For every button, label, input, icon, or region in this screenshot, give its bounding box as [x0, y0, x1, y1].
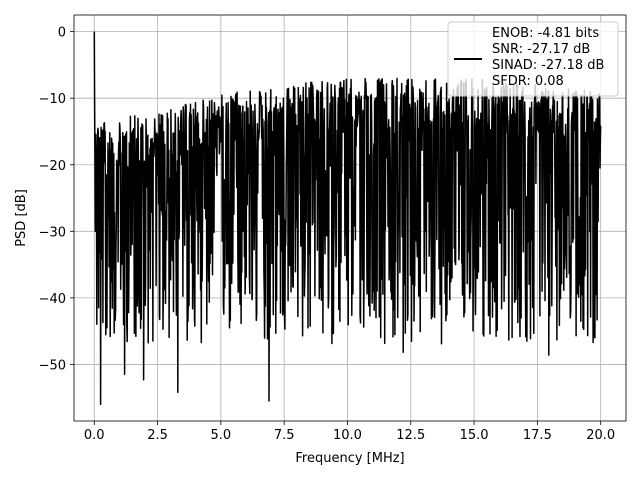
legend-label-line: ENOB: -4.81 bits — [492, 26, 599, 41]
legend-box — [447, 21, 619, 97]
x-tick-label: 2.5 — [147, 428, 168, 443]
x-tick-label: 20.0 — [586, 428, 615, 443]
y-axis-label: PSD [dB] — [14, 189, 29, 247]
x-tick-label: 0.0 — [84, 428, 105, 443]
legend-label-line: SINAD: -27.18 dB — [492, 58, 604, 73]
y-tick-label: 0 — [58, 26, 66, 41]
legend: ENOB: -4.81 bits SNR: -27.17 dB SINAD: -27… — [447, 21, 619, 97]
y-tick-label: −50 — [39, 358, 66, 373]
y-axis: 0 −10 −20 −30 −40 −50 — [39, 26, 74, 373]
y-tick-label: −10 — [39, 92, 66, 107]
x-tick-label: 17.5 — [523, 428, 552, 443]
y-tick-label: −30 — [39, 225, 66, 240]
plot-frame — [73, 14, 627, 422]
x-tick-label: 15.0 — [460, 428, 489, 443]
x-tick-label: 7.5 — [274, 428, 295, 443]
legend-label-line: SNR: -27.17 dB — [492, 42, 590, 57]
legend-label: ENOB: -4.81 bits SNR: -27.17 dB SINAD: -27… — [492, 26, 604, 89]
y-tick-label: −40 — [39, 292, 66, 307]
plot-area — [93, 31, 602, 406]
x-axis-label: Frequency [MHz] — [295, 451, 404, 466]
x-axis: 0.0 2.5 5.0 7.5 10.0 12.5 15.0 17.5 20.0 — [84, 421, 615, 443]
y-tick-label: −20 — [39, 159, 66, 174]
legend-label-line: SFDR: 0.08 — [492, 74, 564, 89]
x-tick-label: 12.5 — [396, 428, 425, 443]
x-tick-label: 5.0 — [211, 428, 232, 443]
x-tick-label: 10.0 — [333, 428, 362, 443]
psd-series-line — [93, 31, 602, 406]
